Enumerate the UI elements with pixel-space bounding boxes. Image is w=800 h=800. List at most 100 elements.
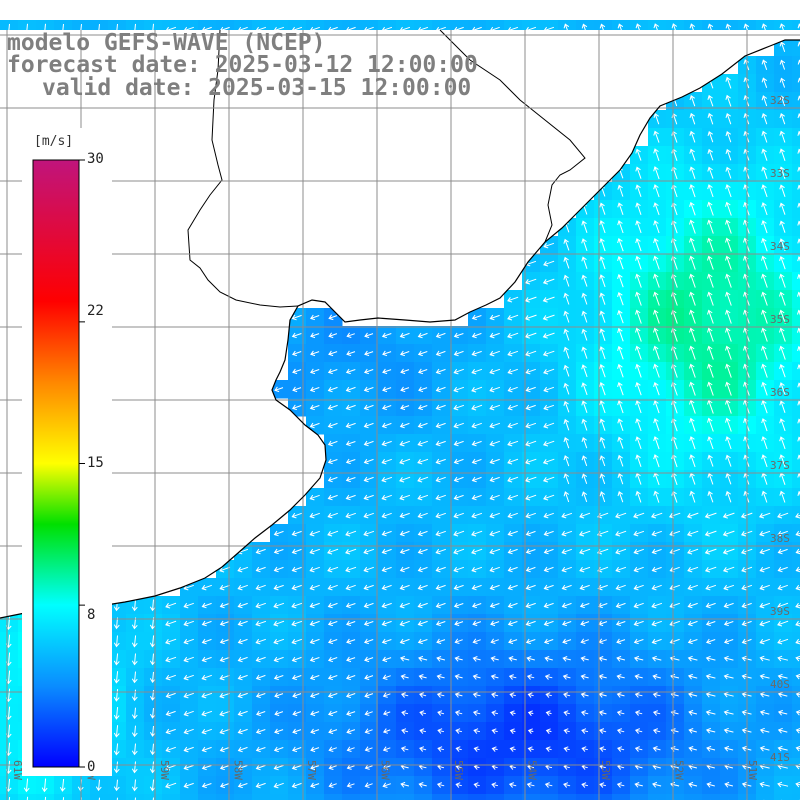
wind-arrow [761,490,768,503]
wind-arrow [310,332,320,339]
wind-arrow [525,494,537,501]
wind-arrow [435,404,446,411]
wind-arrow [507,386,518,393]
wind-arrow [381,584,392,591]
wind-arrow [651,638,662,645]
wind-arrow [761,112,768,125]
wind-arrow [165,710,176,717]
longitude-label: 51W [746,760,759,780]
wind-arrow [309,548,320,555]
wind-arrow [542,476,555,483]
wind-arrow [255,548,266,555]
wind-arrow [436,782,445,788]
wind-arrow [363,530,375,537]
wind-arrow [599,455,606,467]
wind-arrow [417,332,428,339]
wind-arrow [363,512,374,519]
wind-arrow [543,548,554,555]
wind-arrow [453,458,464,465]
wind-arrow [471,314,482,321]
wind-arrow [581,274,588,287]
wind-arrow [345,440,356,447]
wind-arrow [491,782,499,788]
wind-arrow [761,418,768,432]
wind-arrow [723,620,734,627]
latitude-label: 33S [770,167,790,180]
wind-arrow [562,638,572,645]
wind-arrow [689,363,696,378]
wind-arrow [149,708,156,719]
wind-arrow [453,494,464,501]
wind-arrow [292,692,302,699]
wind-arrow [635,148,642,161]
wind-arrow [779,273,786,288]
wind-arrow [652,710,661,716]
wind-arrow [707,454,714,467]
wind-arrow [327,512,338,519]
wind-arrow [563,256,570,269]
wind-arrow [417,638,428,645]
wind-arrow [201,620,212,627]
wind-arrow [579,602,590,609]
wind-arrow [471,422,482,429]
wind-arrow [758,512,771,519]
wind-arrow [219,584,230,591]
wind-arrow [707,345,714,360]
wind-arrow [797,327,800,334]
wind-arrow [255,584,266,591]
wind-arrow [599,292,606,305]
longitude-label: 53W [599,760,612,780]
longitude-label: 52W [673,760,686,780]
wind-arrow [581,328,588,341]
wind-arrow [779,454,786,468]
wind-arrow [255,746,266,753]
wind-arrow [291,332,302,339]
wind-arrow [707,490,714,503]
wind-arrow [237,566,249,573]
longitude-labels: 61W60W59W58W57W56W55W54W53W52W51W50W [11,760,759,780]
wind-arrow [309,620,320,627]
wind-arrow [183,746,194,753]
wind-arrow [563,346,570,359]
wind-arrow [759,691,770,698]
wind-arrow [581,473,588,484]
wind-arrow [471,404,483,411]
wind-arrow [507,332,519,339]
wind-arrow [273,782,284,789]
wind-arrow [131,761,138,774]
wind-arrow [795,745,800,752]
wind-arrow [634,782,643,788]
wind-arrow [542,458,555,465]
wind-arrow [617,381,624,396]
wind-arrow [363,368,374,375]
wind-arrow [563,728,570,734]
wind-arrow [543,566,554,573]
wind-arrow [634,746,643,752]
wind-arrow [653,454,660,468]
wind-arrow [328,332,338,339]
wind-arrow [382,368,392,375]
wind-arrow [542,440,555,447]
wind-arrow [635,381,642,396]
wind-arrow [255,764,266,771]
wind-arrow [291,746,302,753]
coastline [0,39,800,619]
wind-arrow [616,782,625,788]
wind-arrow [526,782,535,788]
wind-arrow [651,584,662,591]
wind-arrow [725,381,732,396]
colorbar-label-8: 8 [87,607,96,623]
wind-arrow [274,728,284,735]
wind-arrow [599,400,606,414]
wind-arrow [489,314,500,321]
wind-arrow [417,494,429,501]
wind-arrow [705,709,716,716]
wind-arrow [653,490,660,503]
wind-arrow [616,710,625,716]
wind-arrow [201,764,212,771]
wind-arrow [507,620,518,627]
wind-arrow [436,692,445,698]
wind-arrow [581,455,588,467]
wind-arrow [291,620,303,627]
